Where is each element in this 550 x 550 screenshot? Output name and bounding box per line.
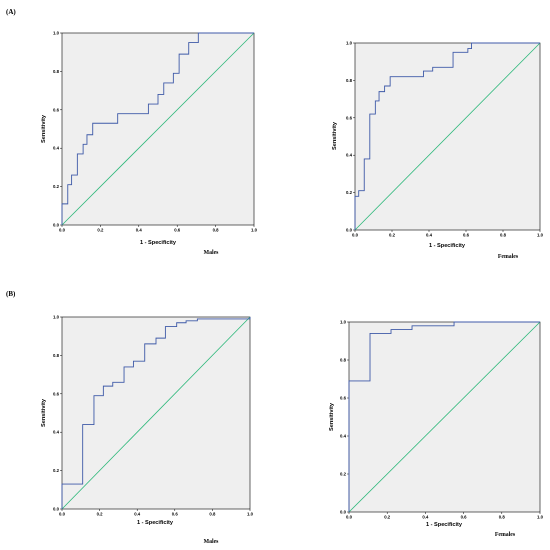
- y-tick-label: 1.0: [53, 31, 60, 36]
- reference-line: [354, 42, 541, 231]
- reference-line: [348, 321, 541, 513]
- y-tick-label: 0.6: [340, 396, 347, 401]
- y-tick-label: 0.0: [346, 228, 353, 233]
- chart-area: 0.0 0.2 0.4 0.6 0.8 1.0 0.0 0.2 0.4 0.6 0.8 1.0 1 - …: [41, 31, 544, 546]
- y-axis-title: Sensitivity: [41, 398, 47, 427]
- group-label: Males: [204, 250, 220, 256]
- x-axis-title: 1 - Specificity: [137, 520, 174, 526]
- x-tick-label: 0.4: [134, 512, 141, 517]
- x-tick-label: 1.0: [251, 228, 258, 233]
- group-label: Females: [498, 254, 519, 260]
- y-tick-label: 0.0: [53, 507, 60, 512]
- x-tick-label: 0.6: [463, 233, 470, 238]
- x-tick-label: 0.8: [213, 228, 220, 233]
- roc-chart-2: 0.0 0.2 0.4 0.6 0.8 1.0 0.0 0.2 0.4 0.6 0.8 1.0 1 - …: [332, 41, 544, 261]
- roc-curve: [61, 317, 251, 509]
- roc-curve: [348, 321, 540, 512]
- y-tick-label: 1.0: [340, 320, 347, 325]
- x-tick-label: 0.0: [352, 233, 359, 238]
- x-axis-title: 1 - Specificity: [426, 522, 463, 528]
- group-label: Females: [495, 532, 516, 538]
- y-tick-label: 0.2: [53, 468, 60, 473]
- x-tick-label: 1.0: [247, 512, 254, 517]
- roc-curve: [61, 32, 254, 225]
- y-tick-label: 0.6: [346, 115, 353, 120]
- x-tick-label: 0.8: [500, 233, 507, 238]
- y-axis-title: Sensitivity: [329, 402, 335, 431]
- y-tick-label: 0.6: [53, 391, 60, 396]
- y-tick-label: 0.4: [53, 146, 60, 151]
- y-tick-label: 0.0: [340, 510, 347, 515]
- roc-chart-3: 0.0 0.2 0.4 0.6 0.8 1.0 0.0 0.2 0.4 0.6 0.8 1.0 1 - …: [41, 315, 254, 546]
- y-tick-label: 0.2: [53, 184, 60, 189]
- roc-chart-1: 0.0 0.2 0.4 0.6 0.8 1.0 0.0 0.2 0.4 0.6 0.8 1.0 1 - …: [41, 31, 258, 257]
- y-tick-label: 0.8: [340, 358, 347, 363]
- x-axis-title: 1 - Specificity: [429, 243, 466, 249]
- x-tick-label: 0.2: [384, 515, 391, 520]
- x-tick-label: 0.4: [136, 228, 143, 233]
- y-tick-label: 0.6: [53, 107, 60, 112]
- y-tick-label: 1.0: [346, 41, 353, 46]
- x-tick-label: 0.4: [422, 515, 429, 520]
- panel-label-a: (A): [6, 8, 16, 16]
- x-tick-label: 0.6: [172, 512, 179, 517]
- y-tick-label: 0.8: [53, 69, 60, 74]
- x-tick-label: 0.2: [389, 233, 396, 238]
- x-tick-label: 0.0: [346, 515, 353, 520]
- x-tick-label: 1.0: [537, 233, 544, 238]
- y-tick-label: 0.0: [53, 223, 60, 228]
- x-axis-title: 1 - Specificity: [140, 240, 177, 246]
- x-tick-label: 0.8: [209, 512, 216, 517]
- y-tick-label: 0.8: [53, 353, 60, 358]
- x-tick-label: 0.6: [174, 228, 181, 233]
- y-tick-label: 1.0: [53, 315, 60, 320]
- x-tick-label: 0.6: [461, 515, 468, 520]
- y-axis-title: Sensitivity: [41, 114, 47, 143]
- y-tick-label: 0.2: [346, 190, 353, 195]
- x-tick-label: 0.8: [499, 515, 506, 520]
- x-tick-label: 0.2: [97, 228, 104, 233]
- panel-label-b: (B): [6, 290, 16, 298]
- x-tick-label: 0.0: [59, 512, 66, 517]
- x-tick-label: 0.4: [426, 233, 433, 238]
- reference-line: [61, 32, 255, 226]
- roc-curve: [354, 42, 540, 230]
- group-label: Males: [204, 539, 220, 545]
- y-axis-title: Sensitivity: [332, 121, 338, 150]
- y-tick-label: 0.8: [346, 78, 353, 83]
- y-tick-label: 0.4: [346, 153, 353, 158]
- y-tick-label: 0.4: [340, 434, 347, 439]
- reference-line: [61, 316, 251, 510]
- y-tick-label: 0.4: [53, 430, 60, 435]
- y-tick-label: 0.2: [340, 472, 347, 477]
- x-tick-label: 0.0: [59, 228, 66, 233]
- roc-chart-4: 0.0 0.2 0.4 0.6 0.8 1.0 0.0 0.2 0.4 0.6 0.8 1.0 1 - …: [329, 320, 544, 539]
- x-tick-label: 0.2: [97, 512, 104, 517]
- x-tick-label: 1.0: [537, 515, 544, 520]
